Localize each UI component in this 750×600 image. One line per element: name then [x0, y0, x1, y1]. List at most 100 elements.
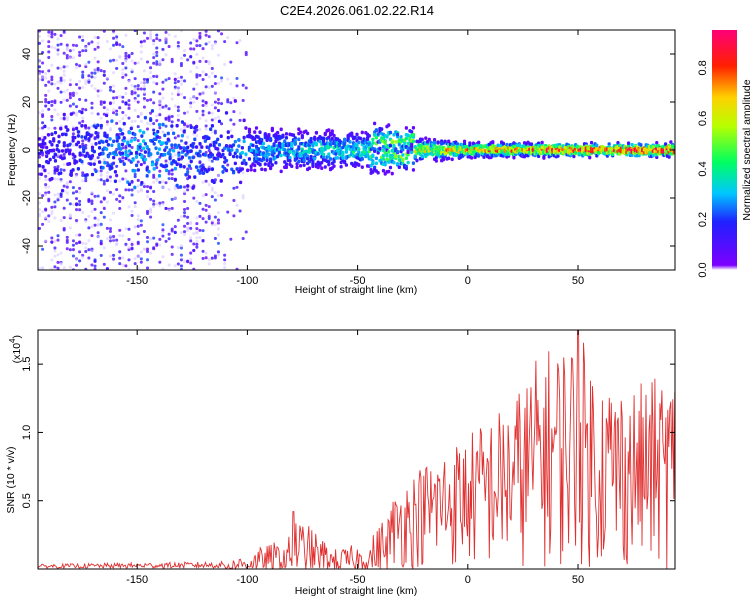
heatmap-cell	[127, 103, 131, 107]
heatmap-cell	[87, 42, 91, 46]
heatmap-cell	[47, 185, 51, 189]
heatmap-cell	[138, 128, 142, 133]
heatmap-cell	[80, 110, 84, 115]
heatmap-cell	[161, 202, 165, 206]
x-tick-label: -100	[236, 275, 258, 287]
heatmap-cell	[85, 173, 89, 177]
heatmap-cell	[228, 151, 232, 156]
heatmap-cell	[133, 137, 137, 142]
heatmap-cell	[672, 145, 675, 150]
heatmap-cell	[192, 248, 196, 252]
heatmap-cell	[195, 236, 199, 240]
heatmap-cell	[90, 142, 94, 146]
heatmap-cell	[56, 66, 60, 70]
heatmap-cell	[392, 160, 396, 165]
heatmap-cell	[81, 119, 85, 123]
heatmap-cell	[321, 152, 326, 157]
heatmap-cell	[385, 153, 389, 157]
heatmap-cell	[207, 183, 211, 187]
heatmap-cell	[187, 164, 192, 168]
heatmap-cell	[223, 62, 227, 66]
heatmap-cell	[179, 246, 183, 250]
heatmap-cell	[124, 146, 128, 150]
heatmap-cell	[93, 258, 97, 262]
heatmap-cell	[105, 40, 109, 44]
heatmap-cell	[93, 207, 97, 211]
heatmap-cell	[177, 157, 181, 162]
heatmap-cell	[167, 188, 171, 192]
x-tick-label: -100	[236, 574, 258, 586]
heatmap-cell	[189, 236, 193, 240]
heatmap-cell	[311, 143, 315, 147]
heatmap-cell	[213, 223, 217, 227]
heatmap-cell	[112, 58, 116, 62]
heatmap-cell	[81, 173, 85, 177]
heatmap-cell	[124, 86, 128, 90]
heatmap-cell	[96, 123, 100, 128]
heatmap-cell	[136, 94, 140, 98]
heatmap-cell	[38, 41, 41, 45]
heatmap-cell	[133, 30, 137, 33]
heatmap-cell	[78, 86, 82, 90]
heatmap-cell	[198, 92, 202, 96]
heatmap-cell	[321, 139, 326, 144]
heatmap-cell	[76, 134, 80, 138]
heatmap-cell	[133, 257, 137, 261]
heatmap-cell	[60, 149, 65, 153]
heatmap-cell	[209, 127, 213, 132]
heatmap-cell	[173, 264, 177, 268]
heatmap-cell	[81, 139, 85, 143]
heatmap-cell	[235, 267, 239, 270]
heatmap-cell	[672, 150, 675, 155]
heatmap-cell	[146, 121, 150, 125]
heatmap-cell	[62, 168, 66, 172]
heatmap-cell	[121, 62, 125, 66]
heatmap-cell	[447, 156, 451, 161]
heatmap-cell	[155, 50, 159, 54]
heatmap-cell	[127, 80, 131, 84]
y-tick-label: 40	[21, 48, 33, 60]
heatmap-cell	[53, 200, 57, 204]
heatmap-cell	[120, 151, 125, 156]
heatmap-cell	[626, 143, 631, 148]
heatmap-cell	[210, 103, 214, 107]
heatmap-cell	[441, 157, 446, 162]
heatmap-cell	[164, 206, 168, 210]
heatmap-cell	[59, 219, 63, 223]
heatmap-cell	[158, 113, 162, 117]
heatmap-cell	[242, 158, 246, 163]
heatmap-cell	[136, 139, 140, 143]
heatmap-cell	[38, 30, 41, 33]
heatmap-cell	[182, 164, 186, 169]
heatmap-cell	[537, 154, 541, 158]
heatmap-cell	[133, 61, 137, 65]
heatmap-cell	[99, 100, 103, 104]
heatmap-cell	[121, 117, 125, 121]
spectrogram-x-ticks: -150 -100 -50 0 50	[126, 30, 584, 287]
heatmap-cell	[277, 147, 282, 152]
heatmap-cell	[71, 43, 75, 47]
colorbar-tick-label: 0.2	[697, 212, 709, 227]
heatmap-cell	[337, 143, 341, 148]
heatmap-cell	[542, 155, 546, 159]
x-tick-label: 50	[572, 275, 584, 287]
heatmap-cell	[415, 158, 419, 163]
heatmap-cell	[223, 253, 227, 257]
heatmap-cell	[200, 145, 204, 149]
snr-multiplier-exp: 4	[8, 338, 17, 343]
heatmap-cell	[41, 70, 45, 74]
heatmap-cell	[82, 149, 86, 154]
heatmap-cell	[50, 82, 54, 86]
heatmap-cell	[124, 33, 128, 37]
heatmap-cell	[288, 155, 292, 160]
heatmap-cell	[220, 102, 224, 106]
heatmap-cell	[136, 224, 140, 228]
heatmap-cell	[118, 132, 122, 136]
heatmap-cell	[235, 203, 239, 207]
heatmap-cell	[133, 201, 137, 205]
heatmap-cell	[173, 136, 177, 140]
heatmap-cell	[477, 154, 481, 158]
heatmap-cell	[170, 57, 174, 61]
heatmap-cell	[272, 144, 276, 148]
